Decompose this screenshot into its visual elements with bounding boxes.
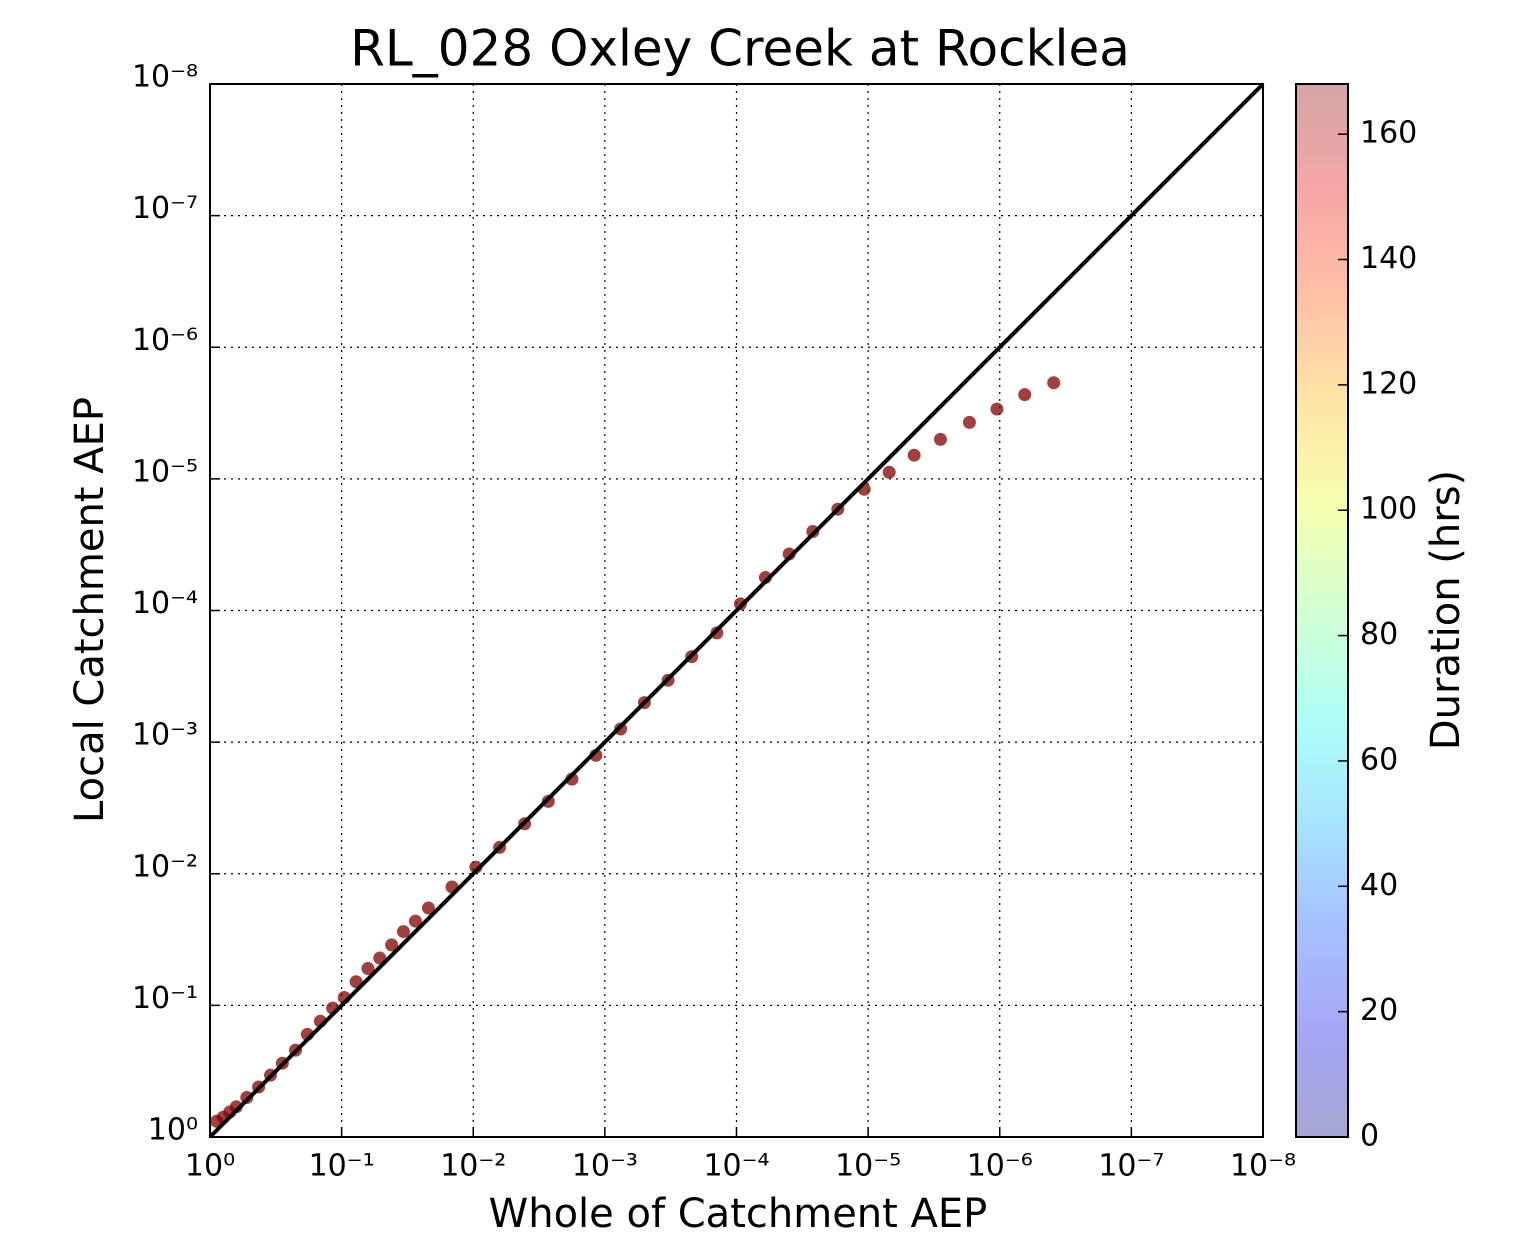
x-tick-label: 10⁻³ (572, 1149, 638, 1184)
x-tick-label: 10⁻⁶ (967, 1149, 1033, 1184)
x-tick-label: 10⁻⁵ (835, 1149, 901, 1184)
colorbar-tick-label: 160 (1360, 116, 1417, 151)
point (421, 901, 435, 915)
y-tick-label: 10⁰ (148, 1113, 198, 1148)
y-axis-label: Local Catchment AEP (67, 397, 113, 823)
colorbar-tick-label: 100 (1360, 492, 1417, 527)
y-tick-label: 10⁻³ (132, 718, 198, 753)
plot-frame (209, 83, 1264, 1138)
x-tick-label: 10⁻⁷ (1098, 1149, 1164, 1184)
colorbar-tick-label: 80 (1360, 617, 1398, 652)
y-tick-label: 10⁻⁶ (132, 323, 198, 358)
chart-title: RL_028 Oxley Creek at Rocklea (350, 20, 1130, 78)
colorbar-tick-label: 60 (1360, 742, 1398, 777)
x-tick-label: 10⁻⁸ (1230, 1149, 1296, 1184)
y-tick-label: 10⁻⁵ (132, 454, 198, 489)
point (1047, 376, 1061, 390)
colorbar-tick-label: 40 (1360, 868, 1398, 903)
point (396, 925, 410, 939)
x-tick-label: 10⁻¹ (309, 1149, 375, 1184)
point (933, 432, 947, 446)
colorbar-tick-label: 120 (1360, 366, 1417, 401)
y-tick-label: 10⁻⁴ (132, 586, 198, 621)
point (907, 448, 921, 462)
colorbar-tick-label: 140 (1360, 241, 1417, 276)
point (385, 938, 399, 952)
y-tick-label: 10⁻¹ (132, 981, 198, 1016)
y-tick-label: 10⁻⁸ (132, 60, 198, 95)
colorbar-tick-label: 20 (1360, 993, 1398, 1028)
colorbar (1296, 84, 1348, 1137)
point (962, 415, 976, 429)
point (1018, 388, 1032, 402)
x-tick-label: 10⁰ (185, 1149, 235, 1184)
colorbar-label: Duration (hrs) (1423, 470, 1469, 750)
point (990, 402, 1004, 416)
reference-line (208, 82, 1265, 1139)
x-axis-label: Whole of Catchment AEP (489, 1191, 988, 1237)
x-tick-label: 10⁻⁴ (703, 1149, 769, 1184)
x-tick-label: 10⁻² (440, 1149, 506, 1184)
point (882, 465, 896, 479)
y-tick-label: 10⁻² (132, 849, 198, 884)
colorbar-frame (1295, 83, 1349, 1138)
y-tick-label: 10⁻⁷ (132, 191, 198, 226)
point (408, 914, 422, 928)
point (361, 962, 375, 976)
colorbar-tick-label: 0 (1360, 1119, 1379, 1154)
